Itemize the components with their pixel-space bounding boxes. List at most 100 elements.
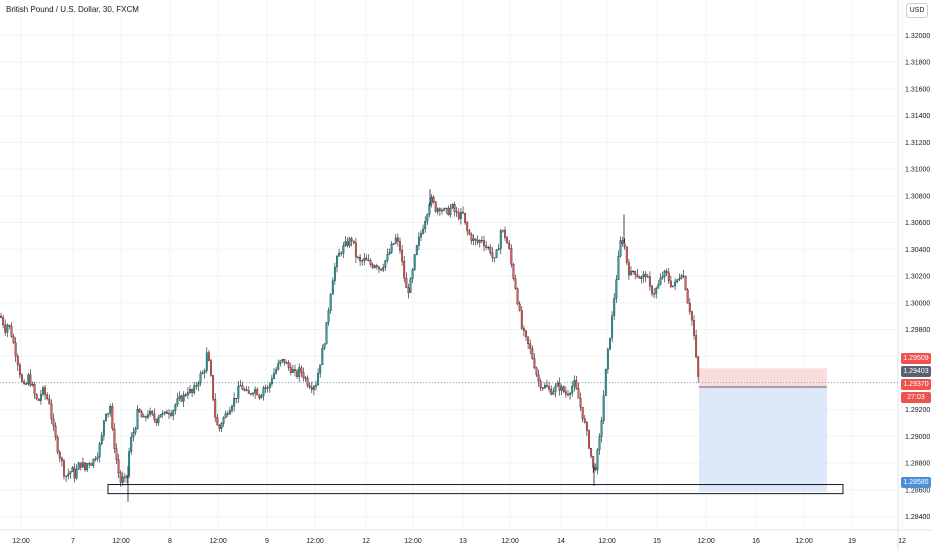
candle-body [134,428,137,433]
candle-body [428,204,431,215]
candle-body [432,197,435,202]
candle-body [159,414,162,418]
candle-body [279,360,282,364]
candle-body [420,233,422,238]
y-tick-label: 1.28600 [905,487,930,494]
candle-body [10,326,13,337]
candle-body [665,270,668,274]
candle-body [63,460,65,477]
candle-body [237,386,240,399]
candle-body [401,250,404,262]
candle-body [189,389,191,393]
candle-body [468,230,471,235]
candle-body [296,370,299,377]
candle-body [480,240,483,242]
candle-body [123,476,126,478]
candle-body [210,360,212,376]
candle-body [321,348,324,365]
candle-body [222,417,225,424]
candle-body [564,391,567,395]
candle-body [554,386,557,392]
candle-body [396,237,399,242]
candle-body [132,432,135,438]
candle-body [354,242,357,258]
candle-body [340,252,343,254]
support-zone-box [107,484,844,495]
candle-body [323,343,326,349]
candle-body [640,276,643,279]
candle-body [285,362,288,364]
candle-body [27,374,30,385]
candle-body [615,279,618,299]
candle-body [241,385,244,390]
currency-button[interactable]: USD [906,3,928,18]
candle-body [648,276,651,287]
candle-body [447,207,450,216]
candle-body [394,237,397,244]
candle-body [268,383,271,389]
candle-body [260,395,263,399]
candle-body [367,259,370,262]
x-tick-label: 12:00 [12,538,30,545]
candle-body [333,266,336,281]
candle-body [287,362,290,368]
y-tick-label: 1.29800 [905,327,930,334]
stop-zone [699,386,827,492]
candle-body [329,294,332,311]
candle-body [12,336,15,343]
candle-body [436,208,439,212]
candle-body [193,385,196,393]
candle-body [690,311,693,321]
candle-body [168,413,170,415]
candle-body [588,430,590,449]
candle-body [302,372,305,379]
candle-body [44,387,47,396]
candle-body [325,322,328,345]
candle-body [581,406,584,419]
candle-body [577,388,580,399]
candle-body [270,378,273,385]
candle-body [451,203,454,209]
x-tick-label: 12:00 [306,538,324,545]
candle-body [344,241,347,246]
candle-body [23,381,26,384]
candle-body [100,435,103,444]
candle-body [466,222,469,231]
candle-body [361,260,364,262]
x-tick-label: 12:00 [404,538,422,545]
y-tick-label: 1.30400 [905,247,930,254]
candle-body [470,234,473,241]
candle-body [262,387,265,396]
candle-body [378,266,380,270]
candle-body [218,424,221,429]
candle-body [153,413,156,420]
candle-body [277,363,280,370]
candle-body [306,377,309,386]
candle-body [48,398,51,405]
candle-body [380,268,383,271]
candle-body [445,207,448,210]
candle-body [520,310,523,329]
candle-body [499,230,502,249]
candle-body [249,393,252,395]
candle-body [140,411,143,418]
candle-body [300,367,303,373]
candle-body [254,389,257,394]
candle-body [107,413,110,415]
candle-body [415,245,418,255]
candle-body [375,265,378,267]
candle-body [497,248,500,251]
candle-body [430,197,433,205]
candle-body [632,270,635,273]
candle-body [224,413,227,418]
last-price-tag: 1.29403 [901,366,931,377]
candle-body [611,315,614,339]
candle-body [352,240,355,243]
candle-body [359,257,362,262]
candle-body [212,375,215,400]
candle-body [571,385,574,394]
candle-body [126,475,128,478]
candle-body [155,419,158,424]
candle-body [226,413,229,415]
